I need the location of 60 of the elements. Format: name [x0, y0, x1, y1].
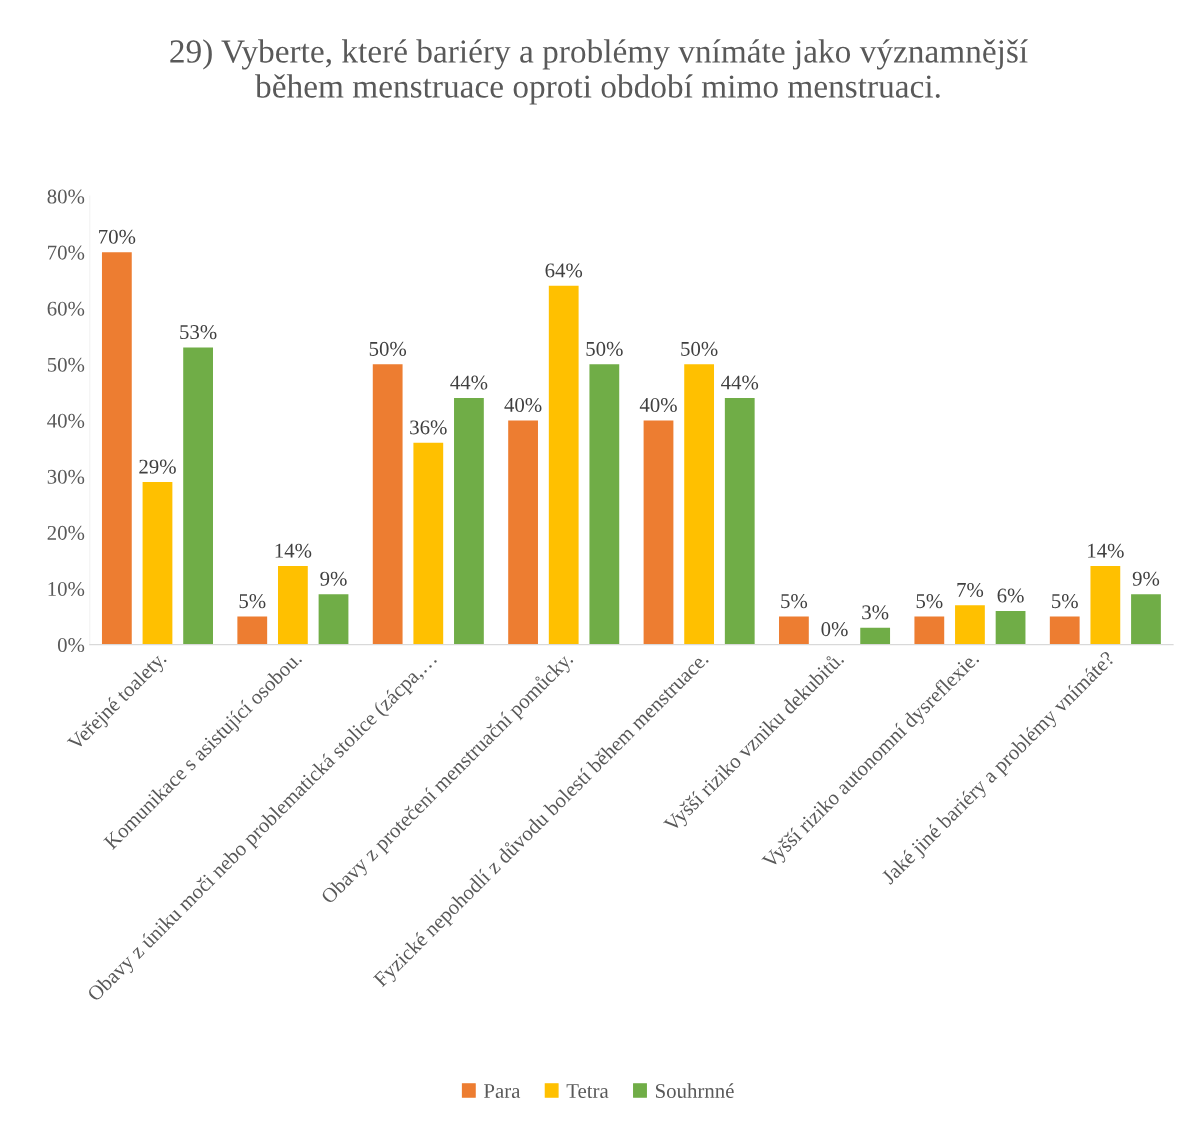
bar	[1049, 616, 1080, 645]
data-label: 29%	[139, 459, 176, 474]
y-tick-label: 30%	[47, 469, 85, 484]
data-label: 5%	[916, 594, 943, 609]
bar	[101, 252, 132, 645]
y-tick-label: 0%	[57, 637, 85, 653]
data-label: 6%	[997, 588, 1024, 603]
bar	[237, 616, 268, 645]
y-tick-label: 20%	[47, 525, 85, 540]
data-label: 70%	[99, 229, 136, 244]
bar	[454, 397, 484, 645]
data-label: 5%	[239, 594, 266, 609]
bar	[183, 347, 213, 645]
legend-label: Tetra	[566, 1084, 609, 1099]
data-label: 3%	[862, 605, 889, 620]
y-tick-label: 10%	[48, 581, 85, 597]
bar	[413, 442, 444, 645]
bar	[643, 420, 674, 645]
bar	[318, 594, 349, 645]
bar	[372, 364, 403, 645]
bar	[278, 566, 308, 645]
data-label: 50%	[681, 341, 718, 356]
bar	[724, 397, 755, 645]
data-label: 53%	[180, 325, 217, 340]
data-label: 40%	[504, 397, 542, 413]
bar	[779, 616, 809, 645]
data-label: 14%	[275, 543, 312, 558]
bar	[548, 285, 579, 645]
data-label: 40%	[639, 397, 677, 413]
y-tick-label: 50%	[47, 357, 85, 372]
data-label: 50%	[369, 341, 407, 356]
bar	[1090, 566, 1121, 645]
y-tick-label: 60%	[47, 301, 85, 316]
bar	[955, 605, 985, 645]
data-label: 44%	[721, 375, 759, 390]
data-label: 9%	[320, 571, 347, 586]
data-label: 44%	[450, 375, 488, 390]
chart-title: 29) Vyberte, které bariéry a problémy vnímáte jako významnější během menstruace oproti období mimo menstruaci.	[170, 39, 1028, 105]
bar	[508, 420, 538, 645]
bar	[860, 627, 891, 645]
legend-label: Para	[484, 1084, 521, 1099]
bar	[142, 482, 173, 645]
bar	[914, 616, 945, 645]
bar	[1131, 594, 1161, 645]
legend-label: Souhrnné	[655, 1083, 734, 1099]
bar	[995, 610, 1026, 645]
data-label: 14%	[1088, 543, 1124, 558]
y-tick-label: 40%	[47, 413, 85, 428]
y-tick-label: 80%	[47, 189, 85, 204]
data-label: 9%	[1132, 571, 1160, 586]
data-label: 5%	[781, 594, 808, 609]
y-tick-label: 70%	[48, 245, 85, 260]
data-label: 5%	[1052, 594, 1078, 609]
data-label: 64%	[545, 263, 583, 278]
bar	[684, 364, 715, 645]
data-label: 50%	[586, 341, 623, 356]
data-label: 0%	[821, 622, 848, 637]
bar	[589, 364, 620, 645]
data-label: 7%	[957, 582, 984, 598]
data-label: 36%	[410, 420, 447, 435]
